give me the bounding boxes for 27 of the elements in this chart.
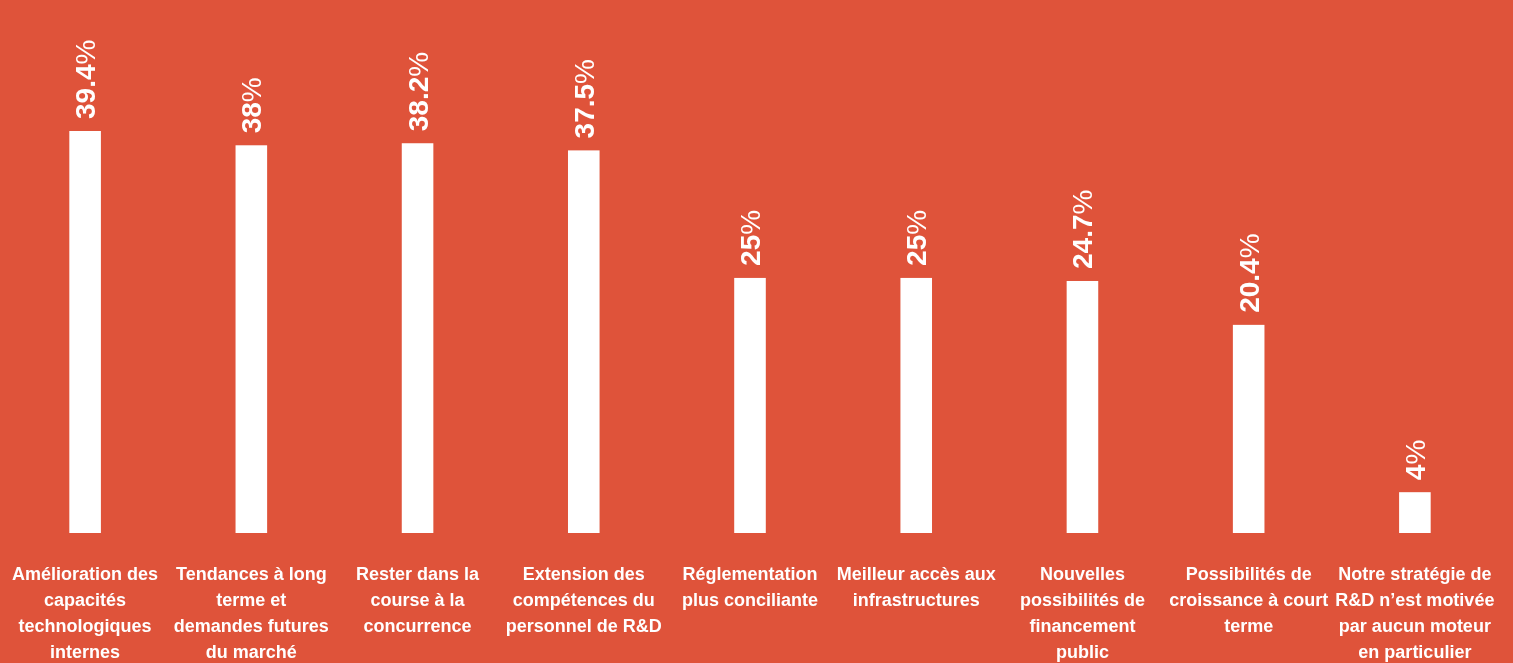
data-label: 38% [236,77,268,134]
data-label: 24.7% [1067,189,1099,269]
bar [69,131,101,533]
x-tick-label: Extension des compétences du personnel de R&D [505,564,662,636]
bar [734,277,766,533]
bar [401,143,434,533]
x-tick-label: Tendances à long terme et demandes futures du marché [173,564,329,662]
x-tick-label: Rester dans la course à la concurrence [356,564,481,636]
x-tick-label: Meilleur accès aux infrastructures [836,564,996,610]
bar [1066,280,1099,533]
bar [567,150,600,533]
x-tick-label: Notre stratégie de R&D n’est motivée par aucun moteur en particulier [1335,564,1495,662]
data-label: 4% [1399,439,1431,481]
x-tick-label: Réglementation plus conciliante [681,564,819,610]
bar [1399,492,1431,533]
bar [235,145,268,533]
data-label: 38.2% [402,51,434,132]
data-label: 20.4% [1233,233,1265,313]
x-tick-label: Nouvelles possibilités de financement public [1019,564,1145,662]
data-label: 25% [901,209,933,266]
x-tick-label: Amélioration des capacités technologiques internes [12,564,159,662]
x-tick-label: Possibilités de croissance à court terme [1169,564,1329,636]
data-label: 37.5% [568,58,600,139]
data-label: 25% [735,209,766,266]
bar [1232,324,1265,533]
bar [900,277,933,533]
data-label: 39.4% [70,39,102,119]
